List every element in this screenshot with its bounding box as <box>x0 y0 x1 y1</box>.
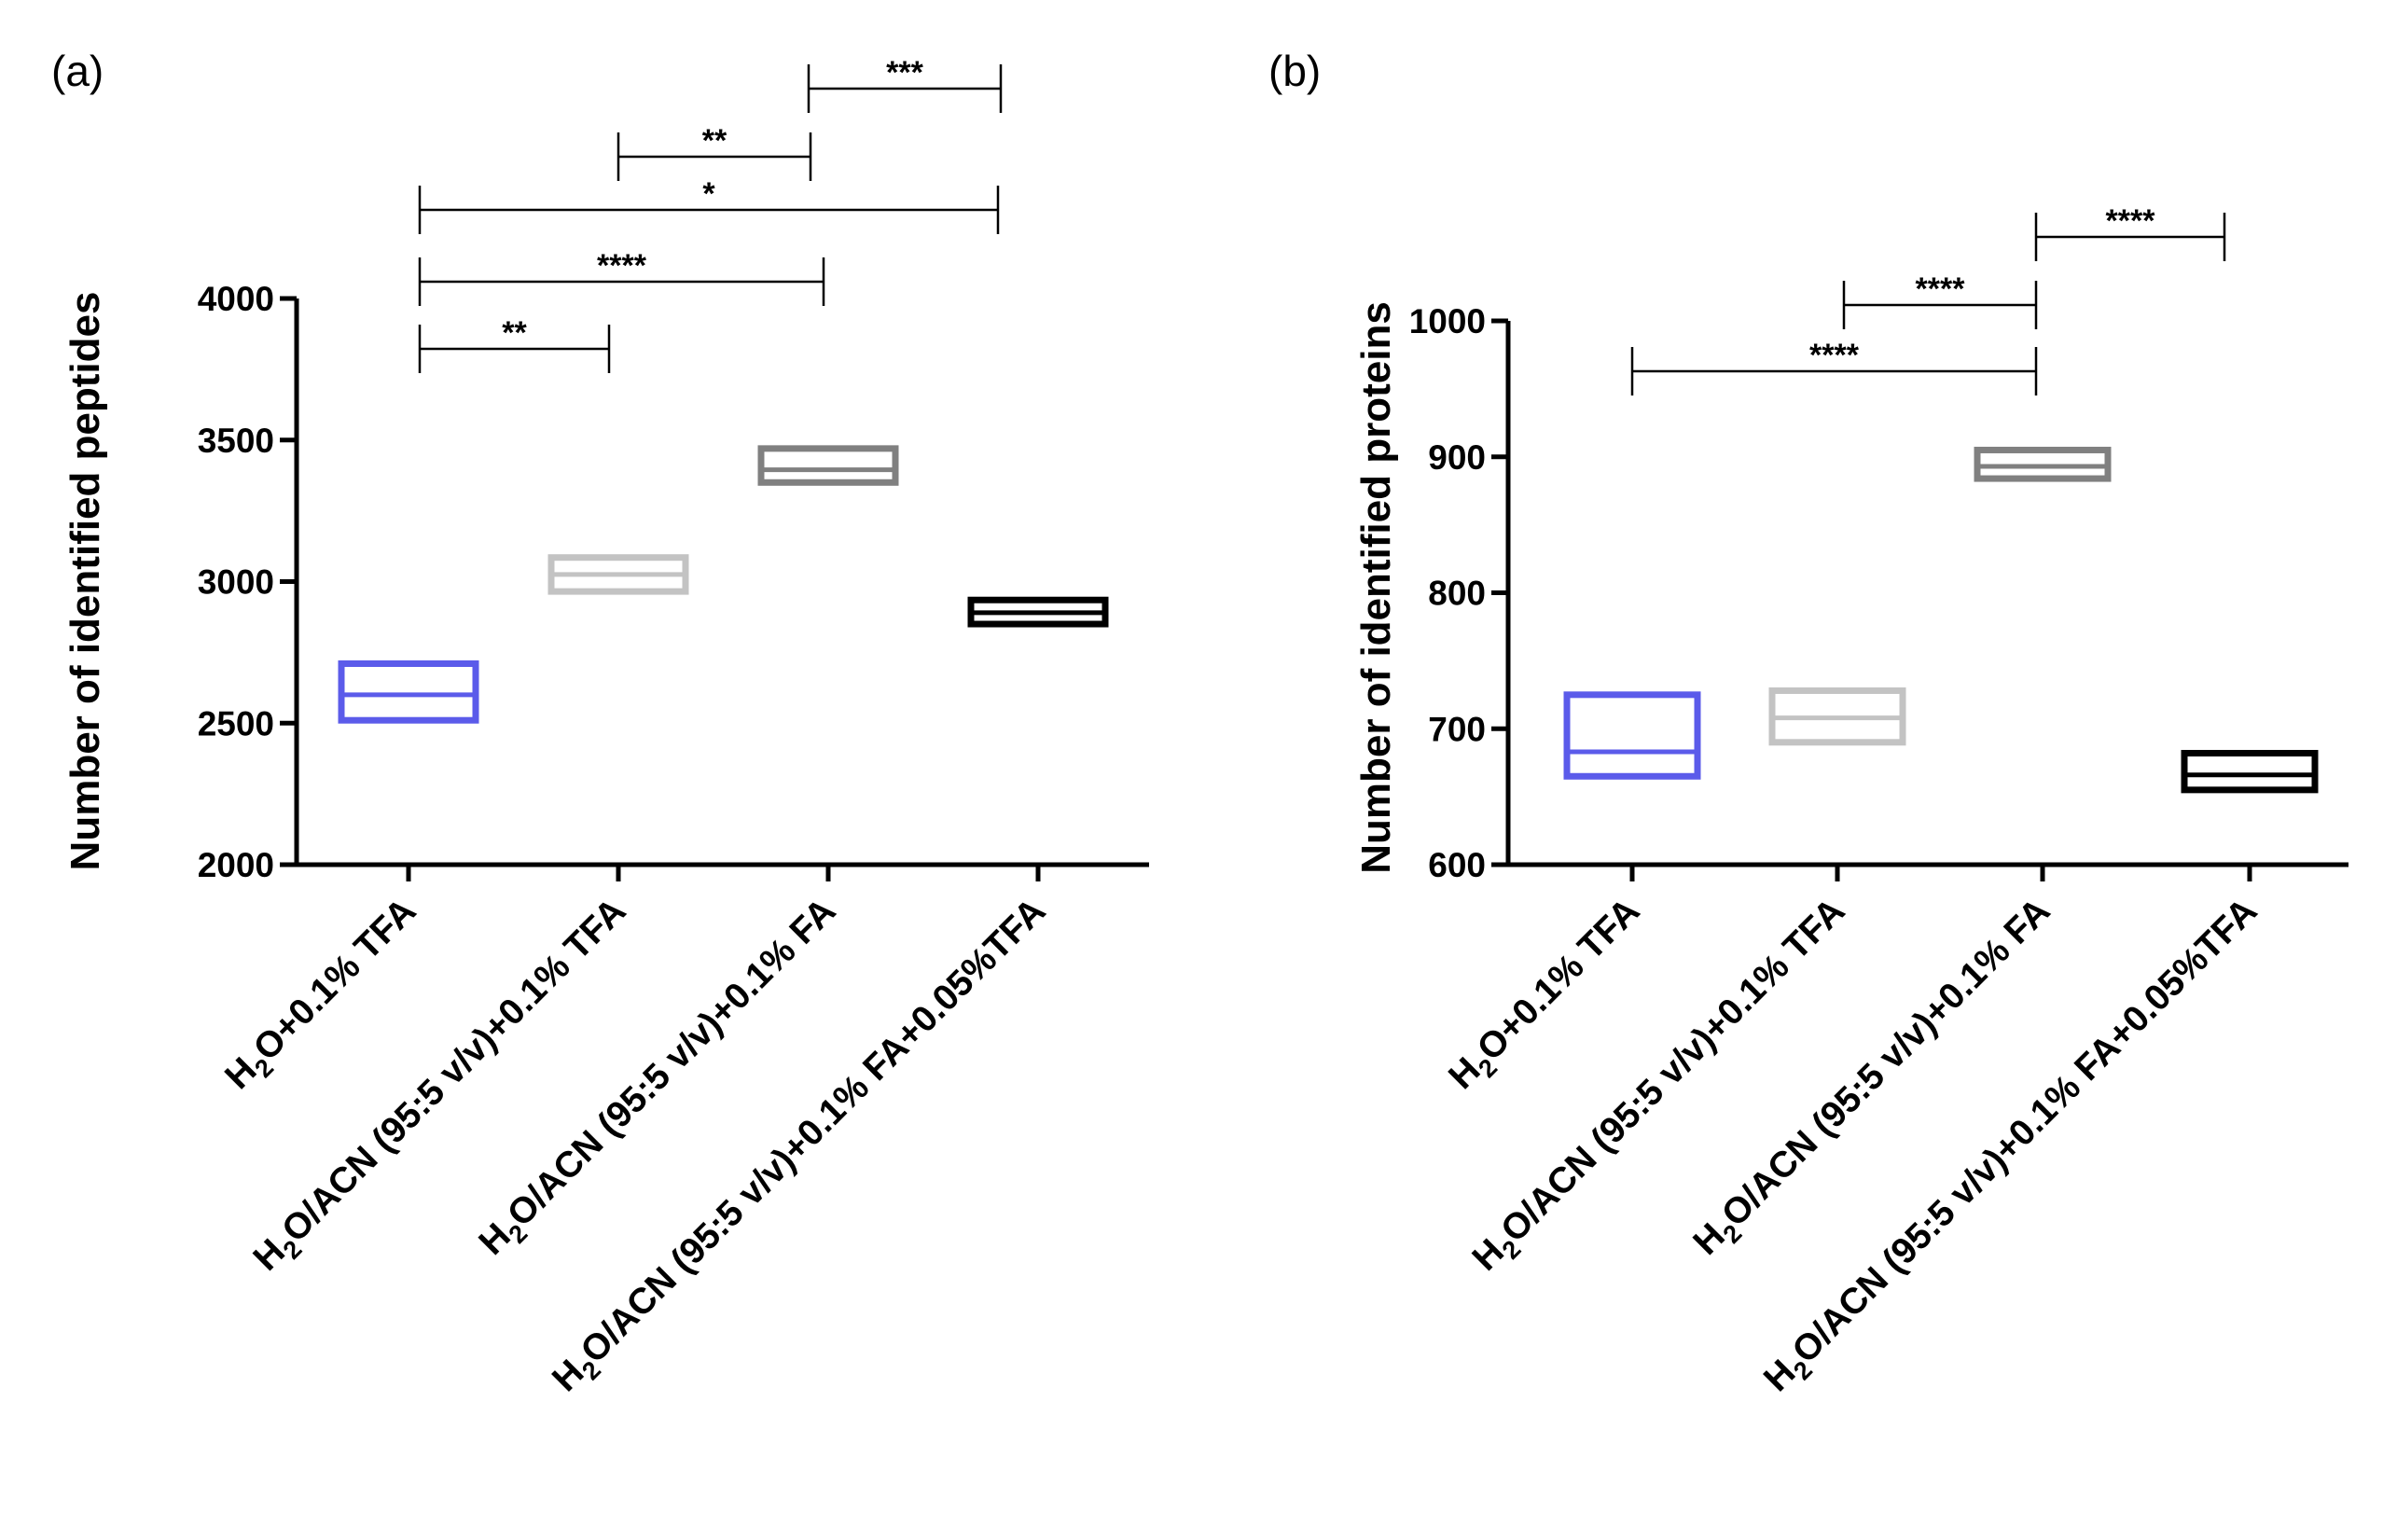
range-box <box>2181 749 2319 794</box>
y-tick-label: 2000 <box>198 846 274 884</box>
category-label: H2O+0.1% TFA <box>217 891 428 1102</box>
significance-label: *** <box>886 55 923 90</box>
y-tick-label: 3500 <box>198 422 274 460</box>
significance-label: ** <box>502 315 527 351</box>
panel-b: (b) 600 700 800 900 1000 Number of identified … <box>1268 47 2348 1404</box>
significance-label: **** <box>1809 338 1860 373</box>
range-box <box>1563 691 1701 780</box>
category-label: H2O/ACN (95:5 v/v)+0.1% TFA <box>246 891 639 1283</box>
significance-label: **** <box>597 248 647 284</box>
y-tick-label: 800 <box>1428 575 1486 613</box>
category-label: H2O/ACN (95:5 v/v)+0.1% FA <box>1685 891 2062 1268</box>
y-tick-label: 600 <box>1428 846 1486 884</box>
y-tick-label: 700 <box>1428 710 1486 748</box>
y-axis-title: Number of identified peptides <box>62 292 108 871</box>
range-box <box>338 660 479 724</box>
category-label: H2O+0.1% TFA <box>1441 891 1652 1102</box>
significance-label: **** <box>2106 203 2156 239</box>
panel-a: (a) 2000 2500 3000 3500 4000 Number of identif… <box>51 47 1149 1404</box>
significance-label: ** <box>702 123 727 159</box>
category-label: H2O/ACN (95:5 v/v)+0.1% FA+0.05%TFA <box>545 891 1058 1404</box>
category-label: H2O/ACN (95:5 v/v)+0.1% FA+0.05%TFA <box>1756 891 2269 1404</box>
y-tick-label: 3000 <box>198 563 274 602</box>
panel-label: (a) <box>51 47 104 95</box>
y-tick-label: 2500 <box>198 704 274 742</box>
y-tick-label: 4000 <box>198 280 274 318</box>
range-box <box>757 445 899 486</box>
category-label: H2O/ACN (95:5 v/v)+0.1% TFA <box>1465 891 1858 1283</box>
y-axis-title: Number of identified proteins <box>1353 301 1399 874</box>
category-label: H2O/ACN (95:5 v/v)+0.1% FA <box>471 891 848 1268</box>
y-tick-label: 900 <box>1428 438 1486 477</box>
panel-label: (b) <box>1268 47 1321 95</box>
significance-label: * <box>702 176 715 212</box>
y-tick-label: 1000 <box>1409 302 1486 340</box>
significance-label: **** <box>1916 271 1966 307</box>
